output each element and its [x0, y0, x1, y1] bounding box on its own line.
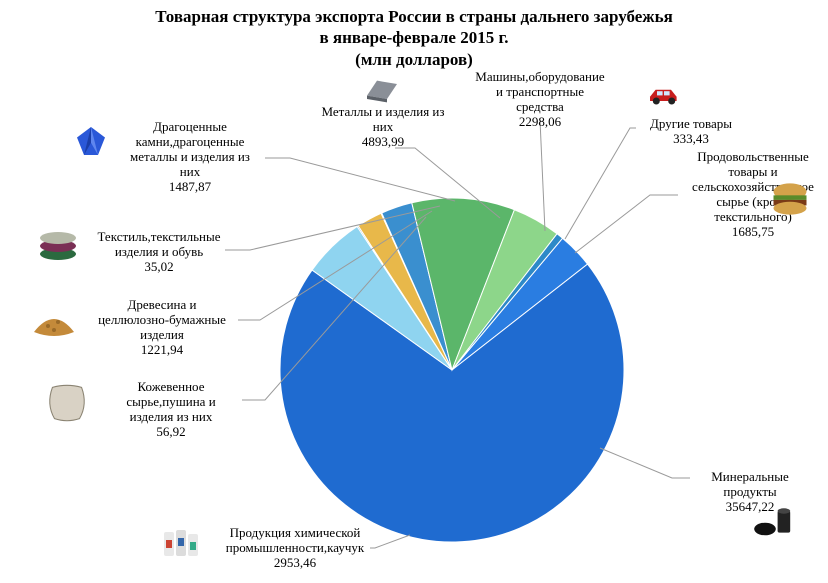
leather-icon — [42, 378, 92, 431]
label-value-leather: 56,92 — [96, 425, 246, 440]
label-value-chem: 2953,46 — [210, 556, 380, 571]
label-name-textile: Текстиль,текстильныеизделия и обувь — [84, 230, 234, 260]
textile-icon — [34, 222, 82, 271]
label-other: Другие товары333,43 — [636, 117, 746, 147]
label-name-gems: Драгоценныекамни,драгоценныеметаллы и из… — [110, 120, 270, 180]
label-name-machines: Машины,оборудованиеи транспортныесредств… — [470, 70, 610, 115]
label-name-chem: Продукция химическойпромышленности,каучу… — [210, 526, 380, 556]
label-wood: Древесина ицеллюлозно-бумажныеизделия122… — [82, 298, 242, 358]
mineral-icon — [750, 502, 798, 543]
leader-other — [565, 128, 636, 239]
leader-gems — [265, 158, 455, 201]
label-name-mineral: Минеральныепродукты — [690, 470, 810, 500]
leader-food — [575, 195, 678, 253]
machines-icon — [636, 80, 692, 113]
label-value-textile: 35,02 — [84, 260, 234, 275]
leader-mineral — [600, 448, 690, 478]
label-leather: Кожевенноесырье,пушина иизделия из них56… — [96, 380, 246, 440]
wood-icon — [30, 300, 78, 345]
chem-icon — [158, 520, 206, 565]
label-metals: Металлы и изделия изних4893,99 — [308, 105, 458, 150]
food-icon — [768, 180, 812, 223]
label-gems: Драгоценныекамни,драгоценныеметаллы и из… — [110, 120, 270, 195]
label-name-other: Другие товары — [636, 117, 746, 132]
metals-icon — [362, 72, 402, 111]
label-name-leather: Кожевенноесырье,пушина иизделия из них — [96, 380, 246, 425]
leader-machines — [540, 120, 545, 231]
label-name-wood: Древесина ицеллюлозно-бумажныеизделия — [82, 298, 242, 343]
label-value-food: 1685,75 — [678, 225, 828, 240]
label-machines: Машины,оборудованиеи транспортныесредств… — [470, 70, 610, 130]
gems-icon — [70, 120, 112, 167]
label-textile: Текстиль,текстильныеизделия и обувь35,02 — [84, 230, 234, 275]
label-chem: Продукция химическойпромышленности,каучу… — [210, 526, 380, 571]
label-value-gems: 1487,87 — [110, 180, 270, 195]
label-value-machines: 2298,06 — [470, 115, 610, 130]
label-value-wood: 1221,94 — [82, 343, 242, 358]
label-value-other: 333,43 — [636, 132, 746, 147]
label-value-metals: 4893,99 — [308, 135, 458, 150]
